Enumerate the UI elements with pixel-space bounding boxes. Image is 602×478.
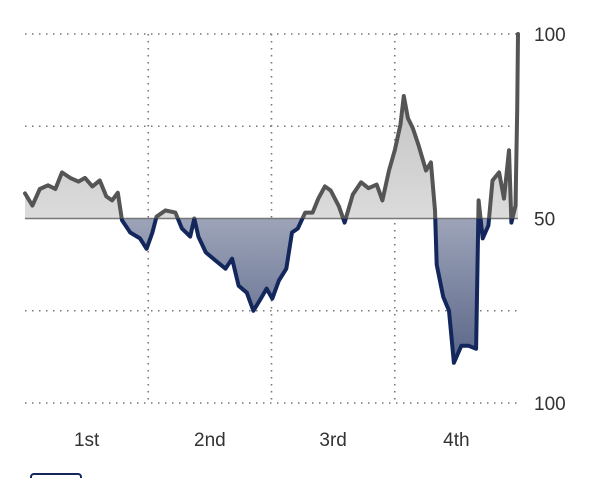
y-tick-label: 50	[534, 210, 555, 231]
line-below	[119, 218, 515, 365]
x-tick-label: 3rd	[319, 430, 346, 451]
legend-box	[30, 473, 82, 478]
area-above	[25, 34, 518, 219]
area-below	[25, 218, 518, 363]
x-tick-label: 2nd	[194, 430, 226, 451]
y-tick-label: 100	[534, 394, 566, 415]
y-tick-label: 100	[534, 25, 566, 46]
x-tick-label: 1st	[74, 430, 100, 451]
x-tick-label: 4th	[443, 430, 469, 451]
line-above	[23, 32, 520, 219]
